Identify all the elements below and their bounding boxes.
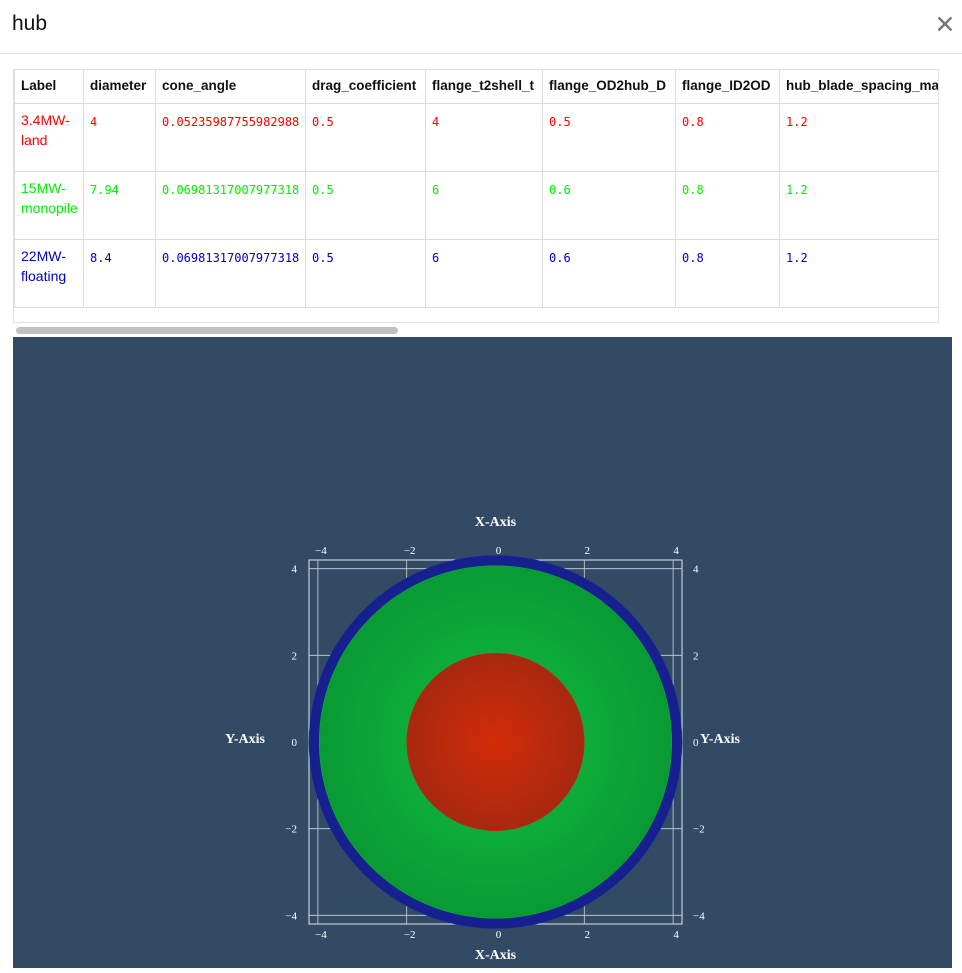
dialog-title: hub xyxy=(12,12,48,35)
table-cell: 0.5 xyxy=(305,239,426,308)
table-cell: 0.8 xyxy=(675,239,780,308)
y-tick-label-right: 2 xyxy=(693,650,699,662)
hub-disc-3.4MW-land xyxy=(406,652,585,832)
table-row: 22MW-floating 8.4 0.06981317007977318 0.… xyxy=(14,239,938,308)
column-header: diameter xyxy=(83,69,156,104)
table-header-row: Label diameter cone_angle drag_coefficie… xyxy=(14,69,938,104)
table-cell: 8.4 xyxy=(83,239,156,308)
table-cell: 6 xyxy=(425,239,543,308)
column-header: hub_blade_spacing_margin xyxy=(779,69,938,104)
x-tick-label-top: 0 xyxy=(496,545,502,557)
table-cell: 0.6 xyxy=(542,239,676,308)
data-table-container[interactable]: Label diameter cone_angle drag_coefficie… xyxy=(13,69,939,323)
y-axis-title-right: Y-Axis xyxy=(700,732,740,747)
x-tick-label-bottom: −4 xyxy=(315,929,327,941)
y-tick-label-left: 2 xyxy=(292,650,298,662)
table-row: 15MW-monopile 7.94 0.06981317007977318 0… xyxy=(14,171,938,240)
dialog-header: hub ✕ xyxy=(0,0,962,54)
x-axis-title-top: X-Axis xyxy=(475,515,517,530)
table-cell: 0.5 xyxy=(542,103,676,172)
table-cell: 1.2 xyxy=(779,239,938,308)
table-cell: 0.8 xyxy=(675,171,780,240)
y-tick-label-left: −2 xyxy=(285,824,297,836)
horizontal-scrollbar[interactable] xyxy=(13,323,939,337)
table-cell: 3.4MW-land xyxy=(14,103,84,172)
table-cell: 0.8 xyxy=(675,103,780,172)
x-tick-label-bottom: 0 xyxy=(496,929,502,941)
table-cell: 0.06981317007977318 xyxy=(155,171,306,240)
y-tick-label-right: 4 xyxy=(693,564,699,576)
y-tick-label-left: 0 xyxy=(292,737,298,749)
table-cell: 4 xyxy=(425,103,543,172)
data-table: Label diameter cone_angle drag_coefficie… xyxy=(14,69,938,308)
y-tick-label-left: −4 xyxy=(285,910,297,922)
column-header: drag_coefficient xyxy=(305,69,426,104)
x-tick-label-top: 2 xyxy=(585,545,591,557)
x-tick-label-bottom: 4 xyxy=(673,929,679,941)
column-header: cone_angle xyxy=(155,69,306,104)
y-tick-label-right: −4 xyxy=(693,910,705,922)
table-cell: 0.05235987755982988 xyxy=(155,103,306,172)
table-cell: 0.5 xyxy=(305,103,426,172)
table-cell: 6 xyxy=(425,171,543,240)
table-cell: 0.6 xyxy=(542,171,676,240)
table-cell: 15MW-monopile xyxy=(14,171,84,240)
table-cell: 1.2 xyxy=(779,171,938,240)
column-header: flange_OD2hub_D xyxy=(542,69,676,104)
y-tick-label-right: −2 xyxy=(693,824,705,836)
table-cell: 7.94 xyxy=(83,171,156,240)
x-tick-label-bottom: −2 xyxy=(404,929,416,941)
x-tick-label-bottom: 2 xyxy=(585,929,591,941)
x-tick-label-top: −4 xyxy=(315,545,327,557)
x-axis-title-bottom: X-Axis xyxy=(475,948,517,963)
close-icon[interactable]: ✕ xyxy=(934,10,956,39)
hub-plot[interactable]: −4 −4 −2 −2 0 0 2 2 4 4 −4 −4 −2 −2 0 0 2 2 4 4 X-Axis X-Axis… xyxy=(13,337,952,968)
table-cell: 22MW-floating xyxy=(14,239,84,308)
table-cell: 0.5 xyxy=(305,171,426,240)
3d-plot-viewport[interactable]: −4 −4 −2 −2 0 0 2 2 4 4 −4 −4 −2 −2 0 0 2 2 4 4 X-Axis X-Axis… xyxy=(13,337,952,968)
table-cell: 0.06981317007977318 xyxy=(155,239,306,308)
x-tick-label-top: 4 xyxy=(673,545,679,557)
x-tick-label-top: −2 xyxy=(404,545,416,557)
scrollbar-thumb[interactable] xyxy=(16,327,398,334)
column-header: flange_ID2OD xyxy=(675,69,780,104)
y-tick-label-right: 0 xyxy=(693,737,699,749)
table-cell: 4 xyxy=(83,103,156,172)
y-axis-title-left: Y-Axis xyxy=(225,732,265,747)
column-header: Label xyxy=(14,69,84,104)
table-row: 3.4MW-land 4 0.05235987755982988 0.5 4 0… xyxy=(14,103,938,172)
table-cell: 1.2 xyxy=(779,103,938,172)
column-header: flange_t2shell_t xyxy=(425,69,543,104)
y-tick-label-left: 4 xyxy=(292,564,298,576)
